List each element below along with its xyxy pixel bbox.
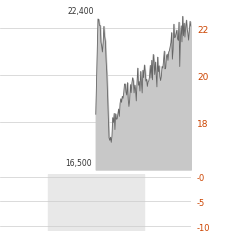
Bar [48, 174, 96, 231]
Text: 16,500: 16,500 [66, 158, 92, 167]
Text: 22,400: 22,400 [68, 7, 94, 16]
Bar [96, 174, 144, 231]
